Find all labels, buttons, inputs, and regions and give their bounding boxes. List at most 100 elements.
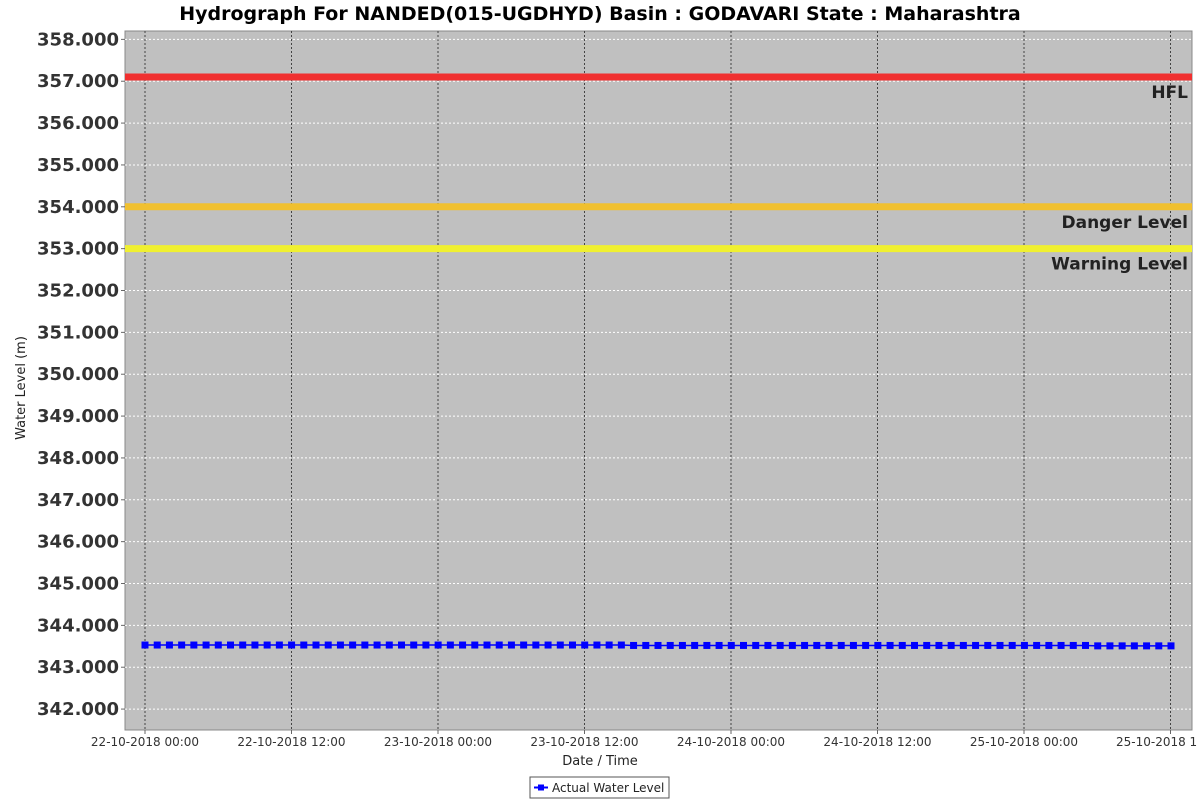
data-point <box>605 641 613 649</box>
data-point <box>141 641 149 649</box>
data-point <box>581 641 589 649</box>
x-tick-label: 24-10-2018 00:00 <box>677 735 785 749</box>
data-point <box>1045 641 1053 649</box>
data-point <box>324 641 332 649</box>
reference-label-danger-level: Danger Level <box>1062 213 1189 233</box>
data-point <box>825 641 833 649</box>
data-point <box>385 641 393 649</box>
data-point <box>666 641 674 649</box>
data-point <box>214 641 222 649</box>
x-tick-label: 23-10-2018 12:00 <box>530 735 638 749</box>
x-tick-label: 22-10-2018 12:00 <box>237 735 345 749</box>
grid-lines <box>125 31 1192 730</box>
data-point <box>1057 641 1065 649</box>
reference-label-hfl: HFL <box>1151 83 1188 103</box>
y-tick-label: 344.000 <box>37 615 119 636</box>
series-layer <box>141 641 1175 650</box>
y-tick-label: 346.000 <box>37 532 119 553</box>
data-point <box>1167 642 1175 650</box>
x-tick-label: 24-10-2018 12:00 <box>823 735 931 749</box>
data-point <box>593 641 601 649</box>
data-point <box>1118 642 1126 650</box>
data-point <box>886 641 894 649</box>
y-tick-label: 356.000 <box>37 113 119 134</box>
data-point <box>1106 642 1114 650</box>
legend-marker-swatch <box>538 784 544 791</box>
data-point <box>275 641 283 649</box>
data-point <box>764 641 772 649</box>
data-point <box>1008 641 1016 649</box>
data-point <box>874 641 882 649</box>
data-point <box>1143 642 1151 650</box>
data-point <box>654 641 662 649</box>
data-point <box>153 641 161 649</box>
data-point <box>898 641 906 649</box>
data-point <box>300 641 308 649</box>
data-point <box>1033 641 1041 649</box>
y-tick-label: 352.000 <box>37 281 119 302</box>
data-point <box>434 641 442 649</box>
data-point <box>788 641 796 649</box>
data-point <box>1069 641 1077 649</box>
data-point <box>776 641 784 649</box>
data-point <box>446 641 454 649</box>
data-point <box>1130 642 1138 650</box>
data-point <box>544 641 552 649</box>
data-point <box>678 641 686 649</box>
legend-box <box>529 776 670 799</box>
legend: Actual Water Level <box>529 776 670 799</box>
y-tick-label: 349.000 <box>37 406 119 427</box>
data-point <box>911 641 918 649</box>
data-point <box>202 641 210 649</box>
data-point <box>569 641 576 649</box>
data-point <box>984 641 992 649</box>
data-point <box>361 641 369 649</box>
data-point <box>459 641 467 649</box>
data-point <box>801 641 809 649</box>
x-tick-label: 23-10-2018 00:00 <box>384 735 492 749</box>
data-point <box>410 641 418 649</box>
y-tick-label: 350.000 <box>37 364 119 385</box>
data-point <box>312 641 320 649</box>
data-point <box>1155 642 1163 650</box>
data-point <box>288 641 296 649</box>
data-point <box>959 641 967 649</box>
reference-lines: HFL Danger Level Warning Level <box>125 73 1192 275</box>
data-point <box>862 641 870 649</box>
data-point <box>1020 641 1028 649</box>
y-tick-label: 351.000 <box>37 322 119 343</box>
data-point <box>239 641 247 649</box>
y-tick-label: 343.000 <box>37 657 119 678</box>
y-tick-label: 345.000 <box>37 574 119 595</box>
data-point <box>715 641 723 649</box>
data-point <box>813 641 821 649</box>
data-point <box>691 641 699 649</box>
y-axis-ticks: 342.000 343.000 344.000 345.000 346.000 347.0… <box>37 29 125 720</box>
data-point <box>190 641 198 649</box>
data-point <box>556 641 564 649</box>
data-point <box>1082 641 1089 649</box>
y-tick-label: 354.000 <box>37 197 119 218</box>
x-tick-label: 25-10-2018 00:00 <box>970 735 1078 749</box>
data-point <box>422 641 430 649</box>
y-tick-label: 355.000 <box>37 155 119 176</box>
data-point <box>935 641 943 649</box>
data-point <box>727 641 735 649</box>
data-point <box>507 641 515 649</box>
data-point <box>520 641 528 649</box>
legend-label: Actual Water Level <box>552 781 664 795</box>
data-point <box>495 641 503 649</box>
data-point <box>373 641 381 649</box>
data-point <box>740 641 747 649</box>
data-point <box>471 641 479 649</box>
x-axis-label: Date / Time <box>562 754 638 769</box>
y-tick-label: 347.000 <box>37 490 119 511</box>
data-point <box>178 641 186 649</box>
data-point <box>336 641 344 649</box>
data-point <box>165 641 173 649</box>
data-point <box>752 641 760 649</box>
data-point <box>837 641 845 649</box>
data-point <box>398 641 405 649</box>
data-point <box>642 641 650 649</box>
chart-title: Hydrograph For NANDED(015-UGDHYD) Basin … <box>179 3 1020 25</box>
